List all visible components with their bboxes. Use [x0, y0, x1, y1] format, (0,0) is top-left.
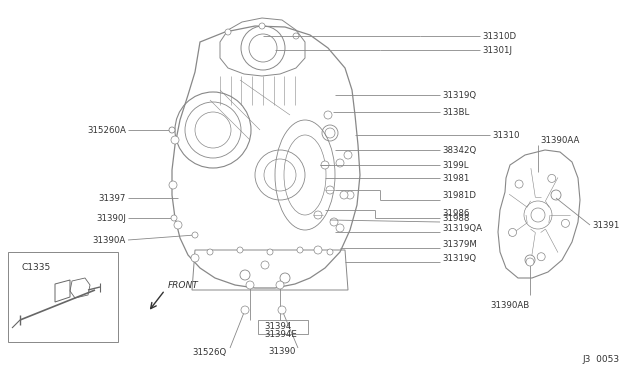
Circle shape	[246, 281, 254, 289]
Text: 31310: 31310	[492, 131, 520, 140]
Circle shape	[280, 273, 290, 283]
Text: 31390AB: 31390AB	[490, 301, 530, 310]
Circle shape	[225, 29, 231, 35]
Circle shape	[278, 306, 286, 314]
Circle shape	[548, 174, 556, 182]
Circle shape	[169, 181, 177, 189]
Text: C1335: C1335	[22, 263, 51, 273]
Circle shape	[330, 218, 338, 226]
Circle shape	[169, 127, 175, 133]
Circle shape	[259, 23, 265, 29]
Text: 31397: 31397	[99, 193, 126, 202]
Text: 3199L: 3199L	[442, 160, 468, 170]
Text: 315260A: 315260A	[87, 125, 126, 135]
Text: 31394: 31394	[264, 322, 291, 331]
Text: 31390: 31390	[268, 347, 296, 356]
Text: 31319Q: 31319Q	[442, 253, 476, 263]
Circle shape	[327, 249, 333, 255]
Text: 31310D: 31310D	[482, 32, 516, 41]
Circle shape	[526, 258, 534, 266]
Text: 31301J: 31301J	[482, 45, 512, 55]
Circle shape	[314, 246, 322, 254]
Circle shape	[314, 211, 322, 219]
Text: 313BL: 313BL	[442, 108, 469, 116]
Circle shape	[191, 254, 199, 262]
Text: 31986: 31986	[442, 208, 469, 218]
Text: 31319Q: 31319Q	[442, 90, 476, 99]
Circle shape	[346, 191, 354, 199]
Circle shape	[324, 111, 332, 119]
Text: 31981D: 31981D	[442, 190, 476, 199]
Circle shape	[297, 247, 303, 253]
Circle shape	[171, 215, 177, 221]
Circle shape	[174, 221, 182, 229]
Circle shape	[525, 255, 535, 265]
Circle shape	[276, 281, 284, 289]
Circle shape	[237, 247, 243, 253]
Text: 31988: 31988	[442, 214, 469, 222]
Circle shape	[241, 306, 249, 314]
Text: 31379M: 31379M	[442, 240, 477, 248]
Text: 31981: 31981	[442, 173, 469, 183]
Text: FRONT: FRONT	[168, 280, 199, 289]
Text: 31526Q: 31526Q	[193, 347, 227, 356]
Text: 31390AA: 31390AA	[540, 135, 579, 144]
Text: 31391: 31391	[592, 221, 620, 230]
Text: 38342Q: 38342Q	[442, 145, 476, 154]
Circle shape	[240, 270, 250, 280]
Text: J3  0053: J3 0053	[583, 356, 620, 365]
Text: 31319QA: 31319QA	[442, 224, 482, 232]
Text: 31390J: 31390J	[96, 214, 126, 222]
Circle shape	[171, 136, 179, 144]
Circle shape	[192, 232, 198, 238]
Circle shape	[293, 33, 299, 39]
Circle shape	[336, 224, 344, 232]
Circle shape	[261, 261, 269, 269]
Circle shape	[321, 161, 329, 169]
Circle shape	[340, 191, 348, 199]
Circle shape	[537, 253, 545, 261]
Circle shape	[561, 219, 570, 227]
Circle shape	[515, 180, 523, 188]
Circle shape	[509, 228, 516, 237]
Text: 31390A: 31390A	[93, 235, 126, 244]
Circle shape	[267, 249, 273, 255]
Circle shape	[207, 249, 213, 255]
Circle shape	[336, 159, 344, 167]
Circle shape	[326, 186, 334, 194]
Text: 31394E: 31394E	[264, 330, 297, 339]
Circle shape	[551, 190, 561, 200]
Circle shape	[344, 151, 352, 159]
